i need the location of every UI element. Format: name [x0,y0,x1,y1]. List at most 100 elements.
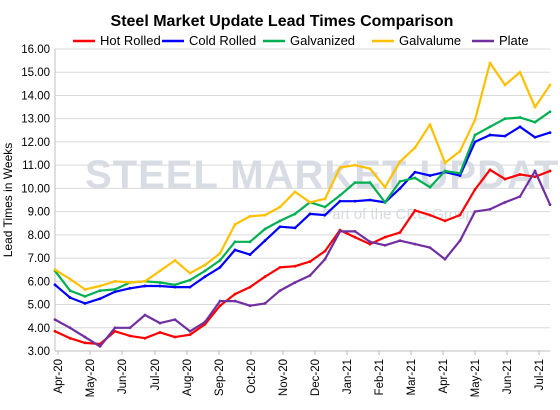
data-point [338,199,342,203]
data-point [53,268,57,272]
data-point [503,117,507,121]
data-point [203,275,207,279]
y-tick-label: 13.00 [21,114,50,126]
watermark-main: STEEL MARKET UPDATE [85,153,560,197]
data-point [128,281,132,284]
data-point [263,213,267,217]
data-point [413,170,417,174]
data-point [353,235,357,239]
series-cold-rolled [53,125,552,305]
data-point [353,229,357,233]
data-point [83,301,87,305]
x-tick-label: Apr-21 [438,359,450,394]
data-point [98,284,102,288]
data-point [368,198,372,202]
data-point [188,333,192,337]
data-point [83,288,87,291]
data-point [428,123,432,126]
data-point [98,297,102,301]
data-point [263,239,267,243]
x-tick-label: Jul-21 [534,359,546,390]
data-point [458,171,462,175]
data-point [353,199,357,203]
data-point [263,275,267,279]
data-point [428,246,432,250]
series-line [54,61,551,291]
series-line [54,168,551,346]
data-point [428,174,432,178]
x-axis-ticks: Apr-20 May-20 Jun-20 Jul-20 Aug-20 Sep-20 Oct-… [53,351,546,397]
data-point [443,219,447,223]
data-point [143,313,147,317]
y-tick-label: 11.00 [22,160,50,172]
data-point [68,296,72,299]
data-point [533,135,537,139]
data-point [308,212,312,216]
data-point [398,231,402,234]
data-point [473,210,477,214]
y-tick-label: 3.00 [28,346,50,358]
legend-item: Galvalume [372,33,461,48]
data-point [488,125,492,129]
data-point [218,265,222,269]
data-point [248,285,252,289]
data-point [263,227,267,231]
data-point [173,335,177,339]
data-point [503,177,507,181]
data-point [173,283,177,287]
data-point [128,326,132,330]
series-layer [53,61,552,348]
data-point [368,167,372,171]
data-point [443,257,447,261]
legend-item: Cold Rolled [162,33,256,48]
legend-label: Plate [499,33,529,48]
data-point [323,257,327,261]
data-point [308,274,312,277]
data-point [443,169,447,173]
data-point [128,286,132,290]
x-tick-label: Aug-20 [182,359,194,396]
y-tick-label: 14.00 [21,90,50,102]
data-point [128,334,132,338]
data-point [383,200,387,204]
data-point [383,243,387,247]
series-galvalume [53,61,552,291]
data-point [413,242,417,246]
data-point [473,133,477,137]
data-point [338,229,342,233]
data-point [398,180,402,183]
data-point [308,260,312,263]
data-point [203,320,207,324]
data-point [203,269,207,273]
data-point [338,166,342,169]
data-point [458,174,462,178]
data-point [473,140,477,144]
data-point [68,277,72,281]
x-tick-label: Sep-20 [214,359,226,396]
data-point [248,214,252,218]
data-point [368,240,372,244]
data-point [413,176,417,180]
data-point [443,161,447,165]
data-point [53,283,57,287]
plot-border [54,49,550,352]
data-point [233,248,237,252]
data-point [293,212,297,216]
data-point [143,336,147,340]
y-tick-label: 4.00 [28,323,50,335]
data-point [458,213,462,217]
y-axis-ticks: 3.00 4.00 5.00 6.00 7.00 8.00 9.00 10.00 11.00 12… [21,44,50,358]
data-point [548,203,552,207]
data-point [503,200,507,204]
data-point [323,197,327,201]
y-tick-label: 15.00 [21,67,50,79]
data-point [428,185,432,189]
data-point [518,70,522,74]
data-point [83,341,87,345]
data-point [488,61,492,65]
data-point [263,301,267,305]
watermark-sub: Part of the CRU Group [322,206,474,223]
x-tick-label: Jun-20 [117,359,129,394]
data-point [473,188,477,191]
